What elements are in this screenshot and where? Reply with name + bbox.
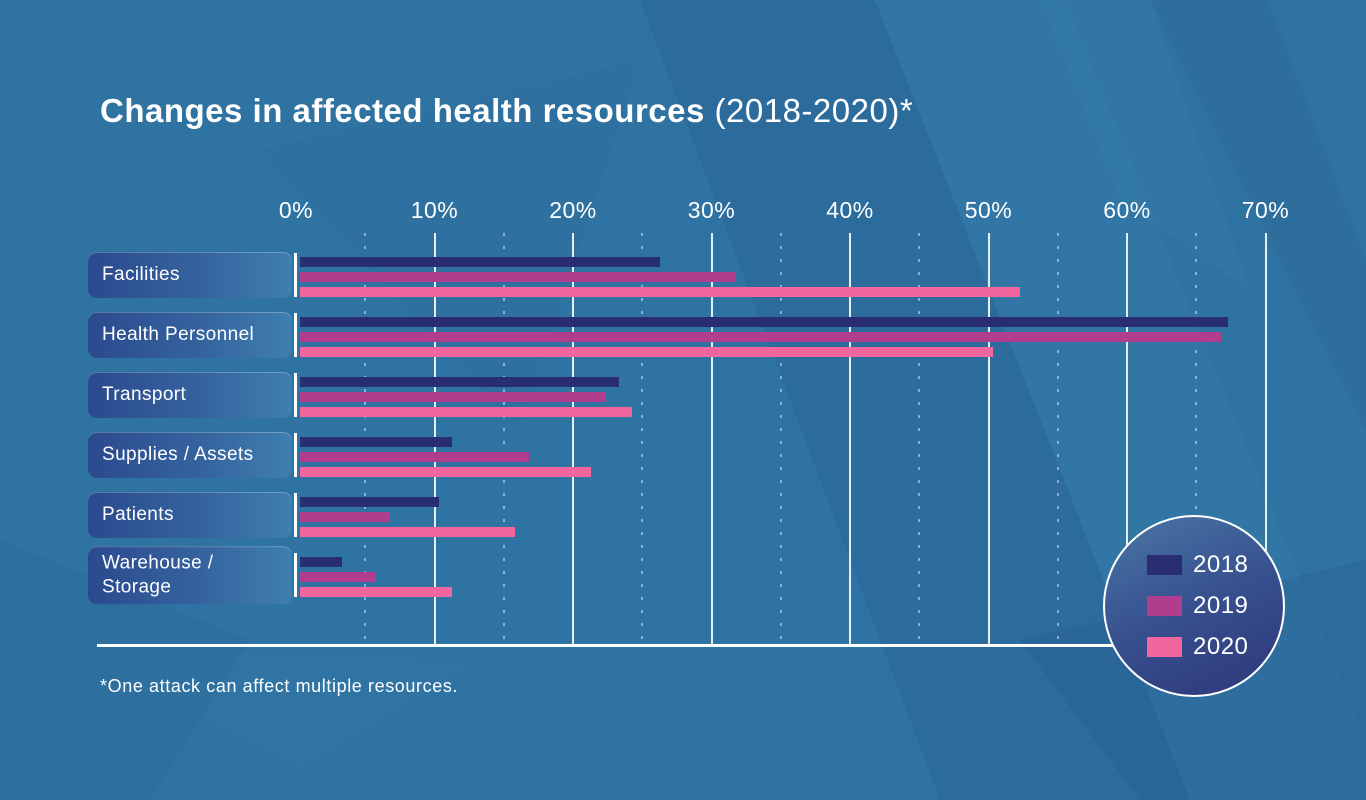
category-label: Patients <box>102 504 174 526</box>
category-pill: Health Personnel <box>88 312 292 358</box>
bar-2019-health-personnel <box>300 332 1221 342</box>
minor-gridline <box>779 233 782 646</box>
legend-item-2019: 2019 <box>1147 592 1248 620</box>
x-tick-label: 0% <box>278 197 314 223</box>
bar-2019-transport <box>300 392 605 402</box>
zero-axis-segment <box>294 373 297 417</box>
legend-label-2020: 2020 <box>1193 633 1249 660</box>
category-pill: Supplies / Assets <box>88 432 292 478</box>
x-tick-label: 30% <box>687 197 736 223</box>
bar-2019-warehouse-storage <box>300 572 376 582</box>
bar-2020-transport <box>300 407 632 417</box>
legend: 2018 2019 2020 <box>1103 515 1285 697</box>
category-row: Health Personnel <box>88 312 1328 358</box>
bar-2020-facilities <box>300 287 1020 297</box>
legend-swatch-2020 <box>1147 637 1182 657</box>
x-tick-label: 20% <box>549 197 597 223</box>
major-gridline <box>710 233 713 646</box>
minor-gridline <box>1195 233 1198 646</box>
bar-2020-health-personnel <box>300 347 993 357</box>
category-label: Transport <box>102 384 187 406</box>
zero-axis-segment <box>294 553 297 597</box>
bar-2020-supplies-assets <box>300 467 591 477</box>
major-gridline <box>987 233 990 646</box>
bar-2018-facilities <box>300 257 660 267</box>
category-label: Health Personnel <box>102 324 255 346</box>
footnote: *One attack can affect multiple resource… <box>100 676 459 696</box>
zero-axis-segment <box>294 493 297 537</box>
category-pill: Facilities <box>88 252 292 298</box>
category-pill: Patients <box>88 492 292 538</box>
chart-title: Changes in affected health resources (20… <box>100 92 913 130</box>
zero-axis-segment <box>294 433 297 477</box>
category-label: Warehouse / Storage <box>102 552 214 597</box>
axis-bottom-line <box>97 644 1270 647</box>
major-gridline <box>1126 233 1128 646</box>
bar-2018-health-personnel <box>300 317 1228 327</box>
minor-gridline <box>502 233 505 646</box>
category-pill: Warehouse / Storage <box>88 546 292 604</box>
x-tick-label: 40% <box>826 197 874 223</box>
legend-label-2018: 2018 <box>1193 551 1249 578</box>
bar-2019-supplies-assets <box>300 452 529 462</box>
x-tick-label: 10% <box>410 197 459 223</box>
category-pill: Transport <box>88 372 292 418</box>
category-row: Facilities <box>88 252 1328 298</box>
major-gridline <box>572 233 574 646</box>
category-label: Facilities <box>102 264 180 286</box>
bar-2020-warehouse-storage <box>300 587 452 597</box>
minor-gridline <box>641 233 644 646</box>
legend-item-2018: 2018 <box>1147 551 1248 579</box>
minor-gridline <box>918 233 921 646</box>
category-label: Supplies / Assets <box>102 444 254 466</box>
minor-gridline <box>1056 233 1059 646</box>
bar-2019-facilities <box>300 272 736 282</box>
major-gridline <box>849 233 851 646</box>
bar-2020-patients <box>300 527 515 537</box>
bar-2018-warehouse-storage <box>300 557 342 567</box>
chart-title-subrange: (2018-2020)* <box>704 92 914 129</box>
legend-label-2019: 2019 <box>1193 592 1249 619</box>
x-tick-label: 70% <box>1241 197 1290 223</box>
category-row: Patients <box>88 492 1328 538</box>
chart-title-main: Changes in affected health resources <box>100 92 705 129</box>
legend-swatch-2019 <box>1147 596 1182 616</box>
zero-axis-segment <box>294 313 297 357</box>
category-row: Warehouse / Storage <box>88 546 1328 604</box>
zero-axis-segment <box>294 253 297 297</box>
bar-2018-transport <box>300 377 619 387</box>
bar-2018-supplies-assets <box>300 437 452 447</box>
bar-2018-patients <box>300 497 439 507</box>
category-row: Supplies / Assets <box>88 432 1328 478</box>
bar-2019-patients <box>300 512 390 522</box>
legend-item-2020: 2020 <box>1147 633 1248 661</box>
category-row: Transport <box>88 372 1328 418</box>
major-gridline <box>1264 233 1267 646</box>
x-tick-label: 60% <box>1103 197 1151 223</box>
legend-swatch-2018 <box>1147 555 1182 575</box>
x-tick-label: 50% <box>964 197 1013 223</box>
